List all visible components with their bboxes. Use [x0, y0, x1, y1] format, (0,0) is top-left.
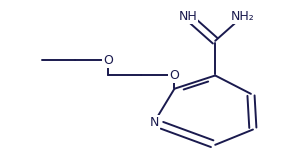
Text: NH: NH — [178, 10, 197, 23]
Text: N: N — [149, 116, 159, 129]
Text: O: O — [103, 54, 113, 67]
Text: NH₂: NH₂ — [231, 10, 255, 23]
Text: O: O — [169, 69, 179, 82]
